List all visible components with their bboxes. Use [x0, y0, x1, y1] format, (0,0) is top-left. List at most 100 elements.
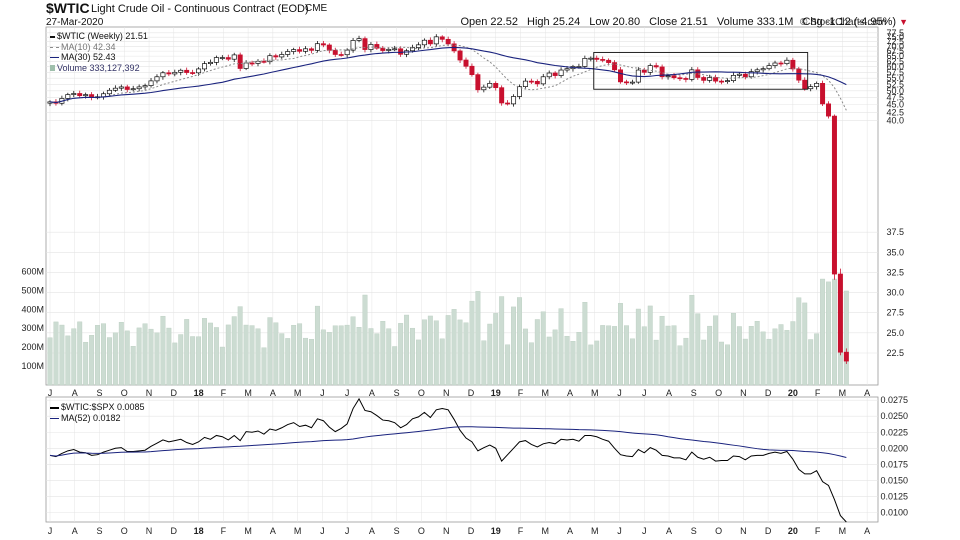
volume-bar	[612, 326, 618, 386]
x-tick-label: M	[244, 388, 252, 398]
candle-up	[487, 83, 493, 88]
candle-down	[166, 72, 172, 75]
x-tick-label: N	[443, 388, 450, 398]
volume-bar	[558, 308, 564, 386]
candle-up	[106, 89, 112, 95]
candle-up	[255, 60, 261, 64]
ratio-panel-frame	[45, 396, 879, 523]
volume-label: Volume	[716, 16, 754, 28]
volume-bar	[790, 321, 796, 386]
volume-bar	[730, 313, 736, 386]
volume-bar	[736, 326, 742, 386]
x-tick-label: 18	[194, 526, 204, 536]
price-tick-label: 75.0	[886, 32, 904, 42]
volume-bar	[635, 308, 641, 386]
candle-up	[219, 57, 225, 59]
candle-down	[742, 73, 748, 78]
volume-bar	[77, 321, 83, 386]
candle-down	[826, 103, 832, 117]
candle-down	[612, 62, 618, 71]
candle-up	[392, 48, 398, 51]
price-tick-label: 65.0	[886, 51, 904, 61]
volume-bar	[618, 303, 623, 386]
candle-down	[380, 47, 386, 51]
open-value: 22.52	[490, 16, 518, 28]
x-tick-label: A	[864, 526, 870, 536]
candle-up	[540, 76, 546, 85]
volume-bar	[796, 297, 802, 386]
candle-down	[499, 87, 505, 104]
volume-bar	[368, 328, 374, 386]
x-tick-label: A	[567, 388, 573, 398]
price-tick-label: 22.5	[886, 348, 904, 358]
candle-down	[683, 78, 689, 80]
x-tick-label: J	[48, 388, 53, 398]
candle-up	[546, 72, 552, 78]
candle-down	[713, 77, 719, 82]
volume-bar	[713, 315, 719, 386]
x-tick-label: F	[221, 526, 227, 536]
volume-bar	[469, 300, 475, 386]
volume-bar	[546, 336, 552, 386]
candle-down	[439, 36, 445, 40]
legend-ma10: MA(10) 42.34	[50, 42, 148, 53]
candle-up	[83, 94, 89, 97]
candle-up	[350, 40, 356, 51]
price-tick-label: 60.0	[886, 62, 904, 72]
volume-bar	[719, 341, 725, 386]
x-tick-label: O	[418, 388, 425, 398]
candle-up	[754, 69, 760, 72]
candle-down	[297, 49, 303, 52]
volume-bar	[112, 332, 118, 386]
volume-tick-label: 200M	[21, 342, 44, 352]
candle-up	[279, 54, 285, 58]
x-tick-label: J	[617, 526, 622, 536]
candle-down	[719, 80, 725, 83]
x-tick-label: S	[691, 526, 697, 536]
volume-bar	[124, 330, 130, 386]
price-tick-label: 67.5	[886, 46, 904, 56]
volume-bar	[457, 319, 463, 386]
candle-down	[600, 59, 606, 61]
candle-up	[481, 86, 487, 91]
candle-up	[433, 36, 439, 45]
price-tick-label: 50.0	[886, 86, 904, 96]
volume-bar	[683, 337, 689, 386]
volume-bar	[564, 335, 570, 386]
ma10-line	[49, 44, 847, 111]
ratio-legend: $WTIC:$SPX 0.0085 MA(52) 0.0182	[50, 402, 145, 423]
candle-up	[784, 59, 790, 64]
volume-bar	[392, 346, 398, 386]
volume-bar	[784, 330, 790, 386]
volume-bar	[487, 323, 493, 386]
candle-up	[772, 62, 778, 66]
candle-down	[618, 69, 624, 83]
candle-down	[326, 44, 332, 51]
volume-bar	[689, 295, 695, 386]
price-legend: $WTIC (Weekly) 21.51 MA(10) 42.34 MA(30)…	[50, 31, 148, 73]
candle-up	[582, 58, 588, 67]
volume-bar	[511, 306, 517, 386]
volume-bar	[427, 315, 433, 386]
low-label: Low	[589, 16, 610, 28]
x-tick-label: N	[740, 388, 747, 398]
volume-bar	[582, 302, 588, 386]
volume-bar	[421, 319, 427, 386]
candle-up	[178, 69, 184, 73]
volume-bar	[802, 302, 808, 386]
x-tick-label: 18	[194, 388, 204, 398]
x-tick-label: O	[715, 388, 722, 398]
volume-bar	[350, 316, 356, 386]
x-tick-label: F	[815, 526, 821, 536]
x-tick-label: S	[691, 388, 697, 398]
candle-up	[154, 76, 160, 82]
volume-bar	[297, 323, 303, 386]
candle-down	[184, 69, 190, 73]
volume-bar	[748, 326, 754, 386]
x-tick-label: F	[221, 388, 227, 398]
candle-up	[112, 87, 118, 91]
volume-tick-label: 300M	[21, 323, 44, 333]
candle-up	[71, 93, 77, 95]
exchange: CME	[305, 3, 328, 14]
volume-bar	[261, 347, 267, 386]
